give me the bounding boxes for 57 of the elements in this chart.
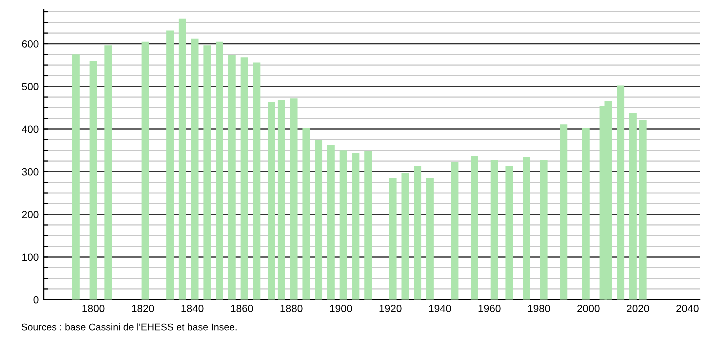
y-tick-label: 600 [22,40,39,48]
x-tick-label: 2020 [627,305,650,312]
x-tick-label: 1900 [330,305,352,312]
bar [451,162,459,300]
bar [142,42,150,300]
bar [253,62,261,300]
bar [302,128,310,300]
bar [490,160,498,300]
bar [204,46,212,300]
x-tick-label: 1920 [380,305,402,312]
y-tick-label: 500 [22,83,39,91]
bar [228,55,236,300]
bar [240,58,248,300]
bar [340,150,348,300]
bar [506,166,514,300]
y-tick-label: 100 [22,254,39,262]
bar [426,178,434,300]
bar [315,140,323,300]
bar [104,46,112,300]
x-tick-label: 1820 [132,305,154,312]
bar [178,18,186,300]
bar [617,86,625,300]
bar [639,120,647,300]
x-tick-label: 1960 [478,305,501,312]
y-tick-label: 400 [22,126,39,134]
bar [191,38,199,300]
x-tick-label: 1980 [528,305,550,312]
y-tick-label: 0 [34,296,39,304]
bar [471,156,478,300]
bar [389,178,397,300]
bar [278,100,286,300]
x-tick-label: 2000 [578,305,600,312]
bar [630,114,637,300]
bar [72,54,80,300]
y-tick-label: 300 [22,168,39,176]
x-tick-label: 1940 [429,305,452,312]
bar [216,42,224,300]
bar [560,124,568,300]
bar [414,166,422,300]
bar [268,102,276,300]
bar [90,61,98,300]
y-tick-label: 200 [22,211,39,218]
bar [523,157,530,300]
source-note: Sources : base Cassini de l'EHESS et base Insee. [22,324,237,331]
bar [582,128,590,300]
bar [166,30,174,300]
x-tick-label: 1840 [182,305,204,312]
bar [364,151,372,300]
x-tick-label: 1800 [82,305,105,312]
bar [327,145,335,300]
x-tick-label: 1860 [231,305,254,312]
x-tick-label: 2040 [676,305,699,312]
bar [540,160,548,300]
bar [290,98,298,300]
x-tick-label: 1880 [280,305,303,312]
bar [402,173,410,300]
bar [352,153,360,300]
